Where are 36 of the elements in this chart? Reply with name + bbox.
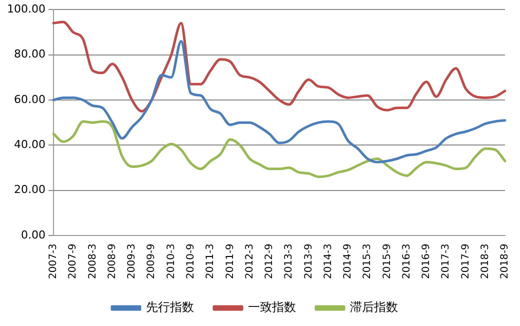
x-tick-label: 2014-9 (342, 244, 354, 279)
x-tick-label: 2010-9 (186, 244, 196, 279)
x-tick-label: 2018-3 (480, 244, 491, 279)
x-tick-label: 2018-9 (500, 244, 511, 279)
line-series (52, 20, 506, 113)
legend-label: 滞后指数 (350, 300, 398, 314)
x-tick-label: 2013-3 (284, 244, 295, 279)
x-tick-label: 2010-3 (166, 244, 177, 279)
x-tick-label: 2015-3 (362, 244, 374, 279)
y-tick-label: 40.00 (14, 138, 46, 152)
x-tick-label: 2008-3 (87, 244, 98, 279)
legend-label: 先行指数 (146, 300, 194, 314)
line-series (52, 120, 506, 178)
x-tick-label: 2016-3 (401, 244, 412, 279)
x-tick-label: 2013-9 (303, 244, 314, 279)
x-tick-label: 2017-9 (460, 244, 472, 279)
x-tick-label: 2009-9 (146, 244, 158, 279)
x-tick-label: 2012-3 (244, 244, 256, 279)
x-tick-label: 2011-9 (224, 244, 236, 279)
x-tick-label: 2014-3 (322, 244, 334, 279)
y-tick-label: 60.00 (14, 92, 46, 106)
y-tick-label: 20.00 (14, 183, 46, 196)
x-tick-label: 2015-9 (382, 244, 393, 279)
y-tick-label: 0.00 (20, 228, 46, 242)
x-tick-label: 2007-9 (68, 244, 79, 279)
x-tick-label: 2009-3 (126, 244, 138, 279)
line-series (52, 40, 506, 164)
y-tick-label: 100.00 (6, 2, 46, 16)
y-tick-label: 80.00 (14, 48, 46, 61)
x-tick-label: 2007-3 (48, 244, 60, 279)
legend-label: 一致指数 (248, 300, 296, 314)
x-tick-label: 2011-3 (205, 244, 216, 279)
x-tick-label: 2008-9 (106, 244, 118, 279)
x-tick-label: 2012-9 (264, 244, 276, 279)
x-tick-label: 2017-3 (440, 244, 452, 279)
x-tick-label: 2016-9 (421, 244, 432, 279)
